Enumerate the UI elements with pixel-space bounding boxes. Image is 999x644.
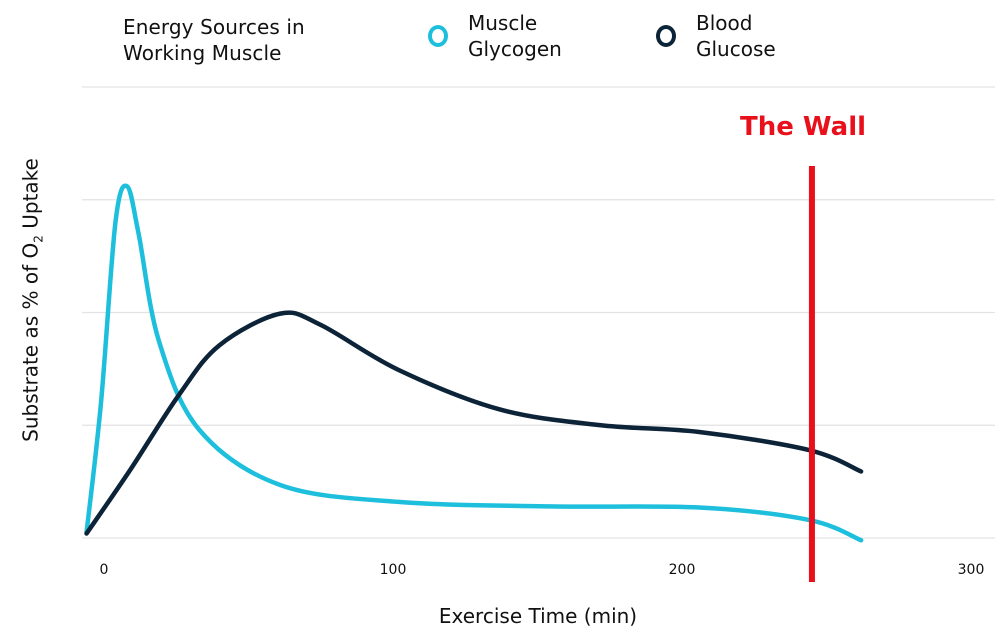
legend-label-line-1: Blood: [696, 11, 753, 35]
x-tick-label: 200: [669, 562, 696, 578]
chart-title-line-1: Energy Sources in: [123, 15, 305, 39]
chart-title-line-2: Working Muscle: [123, 41, 282, 65]
x-tick-label: 100: [380, 562, 407, 578]
series-line-muscle-glycogen: [84, 183, 864, 543]
legend-label: Blood Glucose: [696, 10, 776, 62]
x-tick-label: 300: [958, 562, 985, 578]
gridlines: [82, 86, 995, 539]
series-lines: [84, 183, 864, 543]
x-tick-labels: 0 100 200 300: [100, 562, 985, 578]
legend-ring-icon: [428, 25, 448, 47]
legend-label: Muscle Glycogen: [468, 10, 562, 62]
chart-title: Energy Sources in Working Muscle: [123, 14, 305, 66]
legend-label-line-2: Glucose: [696, 37, 776, 61]
x-axis-label: Exercise Time (min): [438, 604, 638, 628]
legend-label-line-1: Muscle: [468, 11, 538, 35]
series-line-blood-glucose: [84, 310, 864, 536]
legend-label-line-2: Glycogen: [468, 37, 562, 61]
legend-item-muscle-glycogen: Muscle Glycogen: [428, 10, 562, 62]
legend-ring-icon: [656, 25, 676, 47]
x-tick-label: 0: [100, 562, 109, 578]
wall-annotation-label: The Wall: [740, 112, 867, 142]
legend-item-blood-glucose: Blood Glucose: [656, 10, 776, 62]
